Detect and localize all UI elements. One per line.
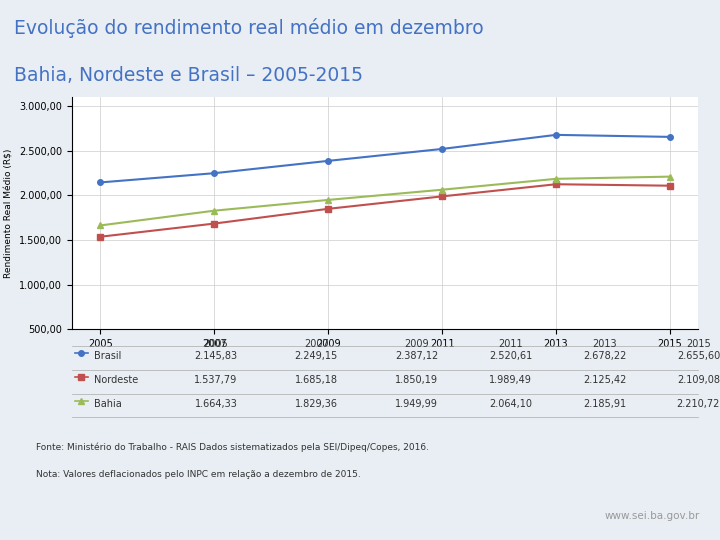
- Text: Nota: Valores deflacionados pelo INPC em relação a dezembro de 2015.: Nota: Valores deflacionados pelo INPC em…: [36, 470, 361, 479]
- Text: 2007: 2007: [304, 340, 328, 349]
- Text: 2.125,42: 2.125,42: [582, 375, 626, 385]
- Text: 2011: 2011: [498, 340, 523, 349]
- Text: 1.685,18: 1.685,18: [294, 375, 338, 385]
- Text: Fonte: Ministério do Trabalho - RAIS Dados sistematizados pela SEI/Dipeq/Copes, : Fonte: Ministério do Trabalho - RAIS Dad…: [36, 443, 429, 453]
- Text: 1.850,19: 1.850,19: [395, 375, 438, 385]
- Text: www.sei.ba.gov.br: www.sei.ba.gov.br: [604, 511, 699, 521]
- Text: 1.829,36: 1.829,36: [294, 399, 338, 409]
- Text: 2015: 2015: [686, 340, 711, 349]
- Text: 2.145,83: 2.145,83: [194, 352, 238, 361]
- Text: Evolução do rendimento real médio em dezembro: Evolução do rendimento real médio em dez…: [14, 18, 484, 38]
- Text: 2013: 2013: [592, 340, 617, 349]
- Text: Bahia: Bahia: [94, 399, 122, 409]
- Text: Brasil: Brasil: [94, 352, 121, 361]
- Text: 2.185,91: 2.185,91: [583, 399, 626, 409]
- Y-axis label: Rendimento Real Médio (R$): Rendimento Real Médio (R$): [4, 148, 14, 278]
- Text: 2.249,15: 2.249,15: [294, 352, 338, 361]
- Text: 2.520,61: 2.520,61: [489, 352, 532, 361]
- Text: Nordeste: Nordeste: [94, 375, 138, 385]
- Text: 2.109,08: 2.109,08: [677, 375, 720, 385]
- Text: 2.678,22: 2.678,22: [582, 352, 626, 361]
- Text: Bahia, Nordeste e Brasil – 2005-2015: Bahia, Nordeste e Brasil – 2005-2015: [14, 66, 364, 85]
- Text: 2.387,12: 2.387,12: [395, 352, 438, 361]
- Text: 1.537,79: 1.537,79: [194, 375, 238, 385]
- Text: 2005: 2005: [204, 340, 228, 349]
- Text: 1.989,49: 1.989,49: [489, 375, 532, 385]
- Text: 2.064,10: 2.064,10: [489, 399, 532, 409]
- Text: 2.210,72: 2.210,72: [677, 399, 720, 409]
- Text: 2009: 2009: [404, 340, 429, 349]
- Text: 2.655,60: 2.655,60: [677, 352, 720, 361]
- Text: 1.664,33: 1.664,33: [194, 399, 238, 409]
- Text: 1.949,99: 1.949,99: [395, 399, 438, 409]
